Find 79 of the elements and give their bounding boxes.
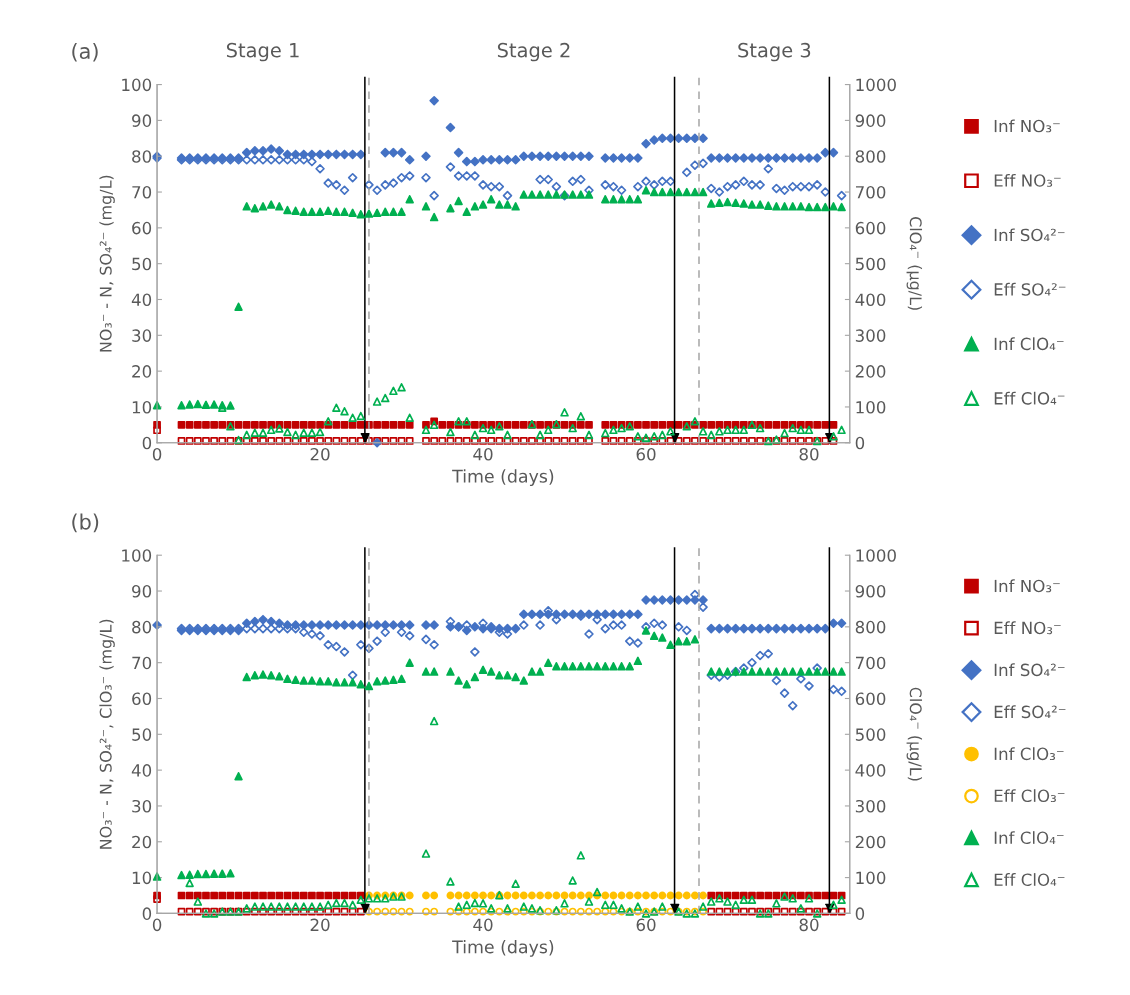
legend-label: Inf ClO₄⁻ [994,831,1064,845]
y-tick-label: 30 [132,799,152,813]
y-tick-label: 100 [122,78,152,92]
x-tick-label: 60 [636,918,656,932]
x-tick-label: 0 [152,918,162,932]
y-tick-label: 90 [132,584,152,598]
y2-tick-label: 900 [855,584,886,598]
x-tick-label: 80 [799,447,819,461]
y-tick-label: 60 [132,221,152,235]
legend-label: Eff ClO₄⁻ [994,391,1065,405]
x-tick-label: 60 [636,447,656,461]
y2-tick-label: 300 [855,329,886,342]
legend-label: Eff NO₃⁻ [994,621,1061,635]
y2-tick-label: 300 [855,799,886,813]
y-tick-label: 0 [142,907,152,920]
legend-label: Inf NO₃⁻ [994,119,1060,133]
y2-tick-label: 700 [855,656,886,670]
y-tick-label: 20 [132,365,152,378]
y-tick-label: 40 [131,764,152,777]
y-tick-label: 20 [132,835,152,849]
y2-tick-label: 900 [855,114,886,127]
y2-axis-title: ClO₄⁻ (µg/L) [906,217,923,310]
legend-label: Inf SO₄²⁻ [994,228,1065,242]
legend-label: Eff ClO₃⁻ [994,789,1065,803]
y2-tick-label: 800 [855,150,886,163]
y2-tick-label: 700 [855,186,886,199]
x-axis-title: Time (days) [452,469,554,487]
text: Stage 3 [738,42,811,62]
y2-tick-label: 400 [855,293,886,307]
y-tick-label: 0 [142,436,152,450]
y2-tick-label: 200 [855,365,886,378]
y-tick-label: 70 [132,186,152,199]
y-tick-label: 10 [132,400,152,414]
text: Stage 2 [497,42,570,62]
y-tick-label: 40 [131,293,152,307]
legend-label: Inf ClO₃⁻ [994,747,1064,761]
text: Stage 1 [226,42,299,62]
x-tick-label: 40 [473,447,493,461]
text: (b) [72,513,99,533]
y2-tick-label: 0 [855,436,865,450]
y-axis-title: NO₃⁻ - N, SO₄²⁻, ClO₃⁻ (mg/L) [99,619,115,849]
legend-label: Inf SO₄²⁻ [994,663,1065,677]
x-tick-label: 0 [152,447,162,461]
legend-label: Eff SO₄²⁻ [994,282,1066,296]
y2-tick-label: 1000 [856,549,896,562]
y-tick-label: 10 [132,871,152,885]
y-tick-label: 50 [132,257,152,271]
y2-tick-label: 0 [855,907,865,920]
y2-tick-label: 800 [855,620,886,634]
y-tick-label: 80 [132,150,152,163]
x-tick-label: 40 [473,918,493,932]
y2-tick-label: 1000 [856,78,896,92]
y-tick-label: 90 [132,114,152,127]
y2-tick-label: 100 [856,871,886,885]
y2-tick-label: 100 [856,400,886,414]
y-tick-label: 80 [132,620,152,634]
y2-tick-label: 200 [855,835,886,849]
y2-tick-label: 600 [855,692,886,706]
y2-tick-label: 400 [855,764,886,777]
y2-tick-label: 500 [855,728,886,741]
x-tick-label: 20 [310,447,330,461]
y2-tick-label: 500 [855,257,886,271]
y-tick-label: 70 [132,656,152,670]
y-tick-label: 100 [122,549,152,562]
y-axis-title: NO₃⁻ - N, SO₄²⁻ (mg/L) [99,175,115,352]
x-axis-title: Time (days) [452,939,554,957]
x-tick-label: 80 [799,918,819,932]
y-tick-label: 30 [132,329,152,342]
legend-label: Eff SO₄²⁻ [994,705,1066,719]
text: (a) [72,42,98,62]
y-tick-label: 50 [132,728,152,741]
x-tick-label: 20 [310,918,330,932]
y2-axis-title: ClO₄⁻ (µg/L) [906,687,923,781]
legend-label: Eff ClO₄⁻ [994,873,1065,887]
legend-label: Inf ClO₄⁻ [994,337,1064,351]
legend-label: Eff NO₃⁻ [994,173,1061,187]
y2-tick-label: 600 [855,221,886,235]
legend-label: Inf NO₃⁻ [994,579,1060,593]
y-tick-label: 60 [132,692,152,706]
